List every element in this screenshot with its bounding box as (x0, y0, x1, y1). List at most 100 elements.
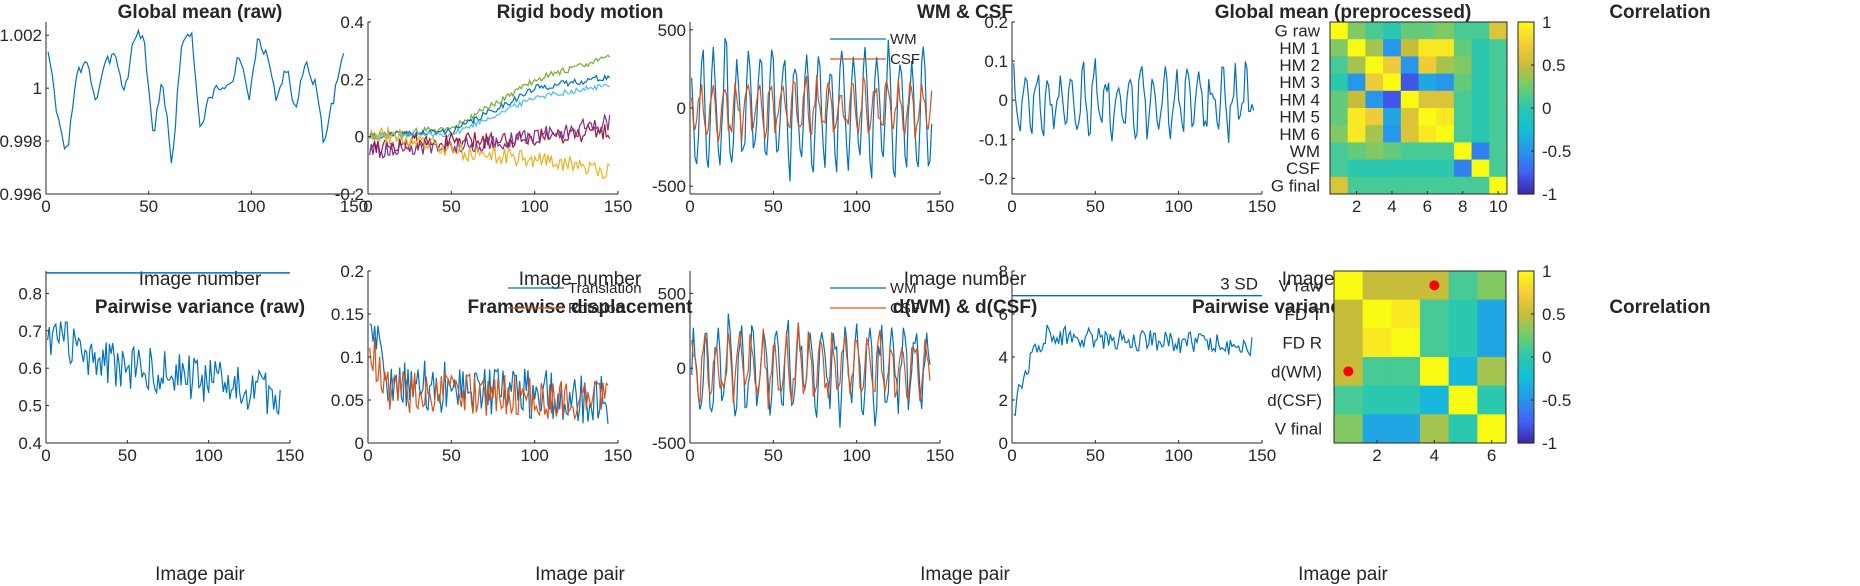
colorbar-step (1518, 168, 1534, 172)
colorbar-step (1518, 99, 1534, 103)
x-tick-label: 50 (1086, 197, 1105, 216)
panel-title: Correlation (1609, 2, 1710, 23)
threshold-label: 3 SD (1220, 275, 1258, 294)
colorbar-step (1518, 85, 1534, 89)
heatmap-cell (1383, 39, 1402, 57)
series-line-wm (691, 313, 931, 428)
heatmap-cell (1330, 39, 1349, 57)
colorbar-step (1518, 102, 1534, 106)
y-tick-label: 0.1 (984, 52, 1008, 71)
legend-label: WM (890, 280, 917, 297)
legend-label: Translation (568, 280, 642, 297)
y-tick-label: 500 (658, 21, 686, 40)
heatmap-cell (1418, 125, 1437, 143)
y-tick-label: 0 (999, 91, 1008, 110)
heatmap-cell (1347, 22, 1366, 40)
heatmap-cell (1453, 39, 1473, 57)
heatmap-cell (1453, 90, 1473, 109)
heatmap-cell (1347, 125, 1366, 143)
x-tick-label: 4 (1387, 197, 1396, 216)
heatmap-cell (1418, 176, 1437, 195)
colorbar-step (1518, 128, 1534, 132)
colorbar-step (1518, 365, 1534, 370)
colorbar-step (1518, 24, 1534, 29)
y-tick-label: 0.2 (340, 70, 364, 89)
series-group (691, 313, 931, 428)
y-tick-label: 1.002 (0, 26, 42, 45)
colorbar-step (1518, 348, 1534, 352)
y-tick-label: 1 (33, 79, 42, 98)
colorbar-tick-label: 0.5 (1542, 305, 1566, 324)
heatmap-cell (1436, 108, 1455, 126)
x-tick-label: 0 (685, 446, 694, 465)
colorbar-step (1518, 291, 1534, 295)
series-group (369, 323, 609, 425)
heatmap-cell (1420, 299, 1450, 329)
colorbar-step (1518, 90, 1534, 95)
heatmap-cell (1436, 142, 1455, 161)
heatmap-cell (1436, 159, 1455, 178)
heatmap-cell (1330, 108, 1349, 126)
panel-rigid-body-motion: Rigid body motion Image number 0 50 100 150… (335, 2, 664, 290)
heatmap-cell (1330, 73, 1349, 92)
heatmap-cell (1383, 90, 1402, 109)
y-tick-label: 0.7 (18, 322, 42, 341)
y-tick-label: 0.2 (340, 262, 364, 281)
colorbar-step (1518, 328, 1534, 332)
x-tick-label: 150 (1248, 197, 1276, 216)
y-tick-label: 0.8 (18, 284, 42, 303)
heatmap-cell (1436, 22, 1455, 40)
x-tick-label: 2 (1352, 197, 1361, 216)
heatmap-cell (1436, 90, 1455, 109)
heatmap-cell (1391, 328, 1421, 358)
x-tick-label: 4 (1430, 446, 1439, 465)
heatmap-cell (1362, 299, 1392, 329)
series-group (47, 321, 281, 416)
panel-title: d(WM) & d(CSF) (893, 297, 1038, 318)
series-group (1013, 58, 1255, 143)
heatmap-cell (1477, 385, 1507, 415)
colorbar-step (1518, 76, 1534, 80)
heatmap-cell (1362, 385, 1392, 415)
panel-framewise-displacement: Framewise displacement Image pair 0 50 100… (331, 262, 693, 585)
x-tick-label: 0 (41, 197, 50, 216)
colorbar-step (1518, 339, 1534, 344)
colorbar-step (1518, 179, 1534, 184)
marker-dot (1343, 366, 1354, 377)
x-tick-label: 100 (520, 446, 548, 465)
colorbar-step (1518, 354, 1534, 358)
heatmap-cell (1362, 271, 1392, 301)
y-tick-label: 0.15 (331, 305, 364, 324)
series-line-translation (369, 323, 609, 425)
heatmap-cell (1391, 271, 1421, 301)
heatmap-cell (1418, 159, 1437, 178)
heatmap-cell (1330, 159, 1349, 178)
heatmap-cell (1471, 22, 1490, 40)
heatmap-cell (1453, 56, 1473, 75)
x-axis-label: Image number (139, 269, 262, 290)
y-tick-label: 0 (355, 128, 364, 147)
colorbar-step (1518, 191, 1534, 195)
heatmap-cell (1365, 159, 1384, 178)
x-tick-label: 2 (1372, 446, 1381, 465)
colorbar-tick-label: 0 (1542, 99, 1551, 118)
heatmap-cell (1436, 176, 1455, 195)
colorbar-step (1518, 359, 1534, 364)
x-tick-label: 100 (842, 197, 870, 216)
heatmap-cell (1400, 176, 1419, 195)
x-tick-label: 150 (1248, 446, 1276, 465)
colorbar-step (1518, 428, 1534, 433)
x-tick-label: 100 (194, 446, 222, 465)
colorbar-step (1518, 53, 1534, 57)
colorbar-step (1518, 434, 1534, 438)
colorbar-step (1518, 142, 1534, 146)
colorbar-step (1518, 188, 1534, 192)
legend-label: WM (890, 31, 917, 48)
colorbar-step (1518, 308, 1534, 312)
y-tick-label: 0.4 (18, 434, 42, 453)
colorbar-step (1518, 379, 1534, 384)
colorbar-step (1518, 105, 1534, 109)
colorbar-step (1518, 50, 1534, 55)
heatmap-cell (1400, 108, 1419, 126)
